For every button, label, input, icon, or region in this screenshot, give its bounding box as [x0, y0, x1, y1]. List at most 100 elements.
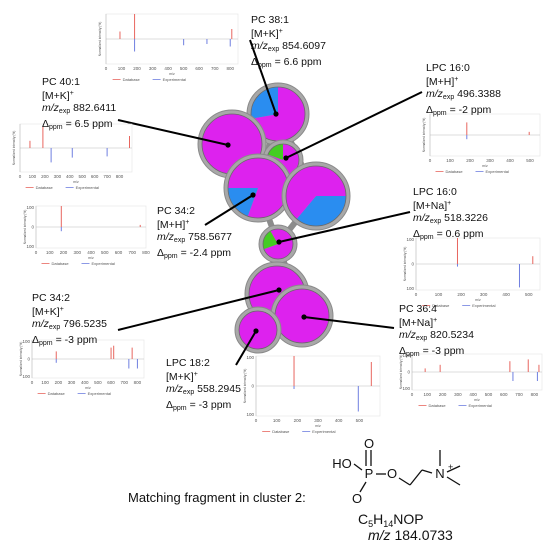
- leader-line: [285, 91, 423, 159]
- x-tick-label: 700: [128, 250, 136, 255]
- annotation-mz: m/zexp 796.5235: [32, 318, 107, 331]
- x-tick-label: 600: [107, 380, 115, 385]
- legend-experimental-label: Experimental: [312, 429, 335, 434]
- leader-line: [235, 330, 257, 366]
- fragment-caption: Matching fragment in cluster 2:: [128, 490, 306, 505]
- x-tick-label: 200: [55, 380, 63, 385]
- x-tick-label: 600: [195, 66, 203, 71]
- x-tick-label: 500: [78, 174, 86, 179]
- pie-slice: [250, 87, 278, 119]
- legend-database-label: Database: [36, 185, 54, 190]
- annotation-adduct: [M+H]+: [426, 76, 459, 88]
- node-outline: [285, 165, 347, 227]
- annotation-name: PC 36:4: [399, 303, 437, 315]
- spectrum-plot-pc342h: 0 100 200 300 400 500 600 700 8001000100m/zNorma…: [23, 205, 150, 266]
- bond: [446, 465, 461, 473]
- spectrum-plot-pc401: 0 100 200 300 400 500 600 700 800 m/z Normalized i…: [12, 123, 133, 190]
- annotation-ppm: Δppm = -2.4 ppm: [157, 247, 232, 260]
- annotation-name: LPC 16:0: [426, 62, 470, 74]
- x-tick-label: 200: [294, 418, 302, 423]
- y-tick-label: 0: [251, 384, 254, 389]
- x-tick-label: 0: [255, 418, 258, 423]
- x-tick-label: 0: [31, 380, 34, 385]
- y-axis-title: Normalized intensity (%): [19, 342, 23, 377]
- x-axis-title: m/z: [169, 72, 175, 76]
- x-tick-label: 600: [91, 174, 99, 179]
- bond: [398, 477, 411, 486]
- x-tick-label: 100: [446, 158, 454, 163]
- x-tick-label: 0: [411, 392, 414, 397]
- x-tick-label: 300: [54, 174, 62, 179]
- annotation-ppm: Δppm = -3 ppm: [399, 345, 465, 358]
- spectrum-plot-lpc160h: 0 100 200 300 400 500 m/z Normalized intensity …: [422, 113, 541, 174]
- annotation-adduct: [M+K]+: [251, 28, 283, 40]
- node-outline: [238, 310, 278, 350]
- bond: [421, 469, 433, 474]
- x-tick-label: 300: [68, 380, 76, 385]
- annotation-adduct: [M+K]+: [42, 90, 74, 102]
- x-tick-label: 200: [41, 174, 49, 179]
- leader-dot: [253, 328, 259, 334]
- structure-label-ho: HO: [332, 456, 352, 471]
- x-tick-label: 400: [335, 418, 343, 423]
- x-tick-label: 200: [457, 292, 465, 297]
- structure-label-n: N: [435, 466, 444, 481]
- x-tick-label: 400: [469, 392, 477, 397]
- x-tick-label: 500: [94, 380, 102, 385]
- x-tick-label: 300: [486, 158, 494, 163]
- x-tick-label: 500: [101, 250, 109, 255]
- x-tick-label: 500: [356, 418, 364, 423]
- x-tick-label: 700: [120, 380, 128, 385]
- annotation-ppm: Δppm = 6.6 ppm: [251, 56, 322, 69]
- structure-label-o-top: O: [364, 436, 374, 451]
- structure-label-o-bottom: O: [352, 491, 362, 506]
- x-axis-title: m/z: [73, 180, 79, 184]
- y-tick-label: 100: [26, 205, 34, 210]
- structure-label-charge: +: [448, 462, 453, 472]
- x-tick-label: 100: [273, 418, 281, 423]
- annotation-ppm: Δppm = -3 ppm: [32, 334, 98, 347]
- x-tick-label: 300: [480, 292, 488, 297]
- annotation-pc381: PC 38:1 [M+K]+ m/zexp 854.6097 Δppm = 6.…: [251, 14, 326, 72]
- legend-database-label: Database: [123, 77, 141, 82]
- annotation-name: LPC 16:0: [413, 186, 457, 198]
- annotation-pc342k: PC 34:2 [M+K]+ m/zexp 796.5235 Δppm = -3…: [32, 292, 107, 350]
- annotation-pc364: PC 36:4 [M+Na]+ m/zexp 820.5234 Δppm = -…: [399, 303, 474, 361]
- x-tick-label: 300: [314, 418, 322, 423]
- annotation-lpc160h: LPC 16:0 [M+H]+ m/zexp 496.3388 Δppm = -…: [426, 62, 501, 120]
- node-outline: [262, 228, 294, 260]
- x-axis-title: m/z: [482, 164, 488, 168]
- leader-line: [117, 289, 280, 331]
- x-tick-label: 700: [103, 174, 111, 179]
- pie-slice: [316, 166, 346, 196]
- x-tick-label: 200: [439, 392, 447, 397]
- y-axis-title: Normalized intensity (%): [399, 355, 403, 390]
- annotation-lpc160na: LPC 16:0 [M+Na]+ m/zexp 518.3226 Δppm = …: [413, 186, 488, 244]
- y-tick-label: 100: [246, 412, 254, 417]
- x-tick-label: 100: [118, 66, 126, 71]
- x-tick-label: 100: [41, 380, 49, 385]
- annotation-ppm: Δppm = 0.6 ppm: [413, 228, 484, 241]
- annotation-name: PC 38:1: [251, 14, 289, 26]
- x-tick-label: 300: [454, 392, 462, 397]
- x-tick-label: 800: [142, 250, 150, 255]
- x-tick-label: 500: [485, 392, 493, 397]
- leader-line: [249, 39, 277, 115]
- y-axis-title: Normalized intensity (%): [422, 118, 426, 153]
- y-tick-label: 100: [406, 286, 414, 291]
- pie-slice: [286, 166, 316, 219]
- x-axis-title: m/z: [88, 256, 94, 260]
- fragment-mz: m/z 184.0733: [368, 527, 453, 543]
- annotation-pc401: PC 40:1 [M+K]+ m/zexp 882.6411 Δppm = 6.…: [42, 76, 116, 134]
- leader-line: [204, 194, 254, 226]
- x-tick-label: 0: [429, 158, 432, 163]
- x-axis-title: m/z: [85, 386, 91, 390]
- x-tick-label: 400: [87, 250, 95, 255]
- annotation-mz: m/zexp 518.3226: [413, 212, 488, 225]
- legend-database-label: Database: [272, 429, 290, 434]
- leader-dot: [225, 142, 231, 148]
- legend-experimental-label: Experimental: [486, 169, 509, 174]
- pie-slice: [228, 158, 258, 188]
- annotation-mz: m/zexp 558.2945: [166, 383, 241, 396]
